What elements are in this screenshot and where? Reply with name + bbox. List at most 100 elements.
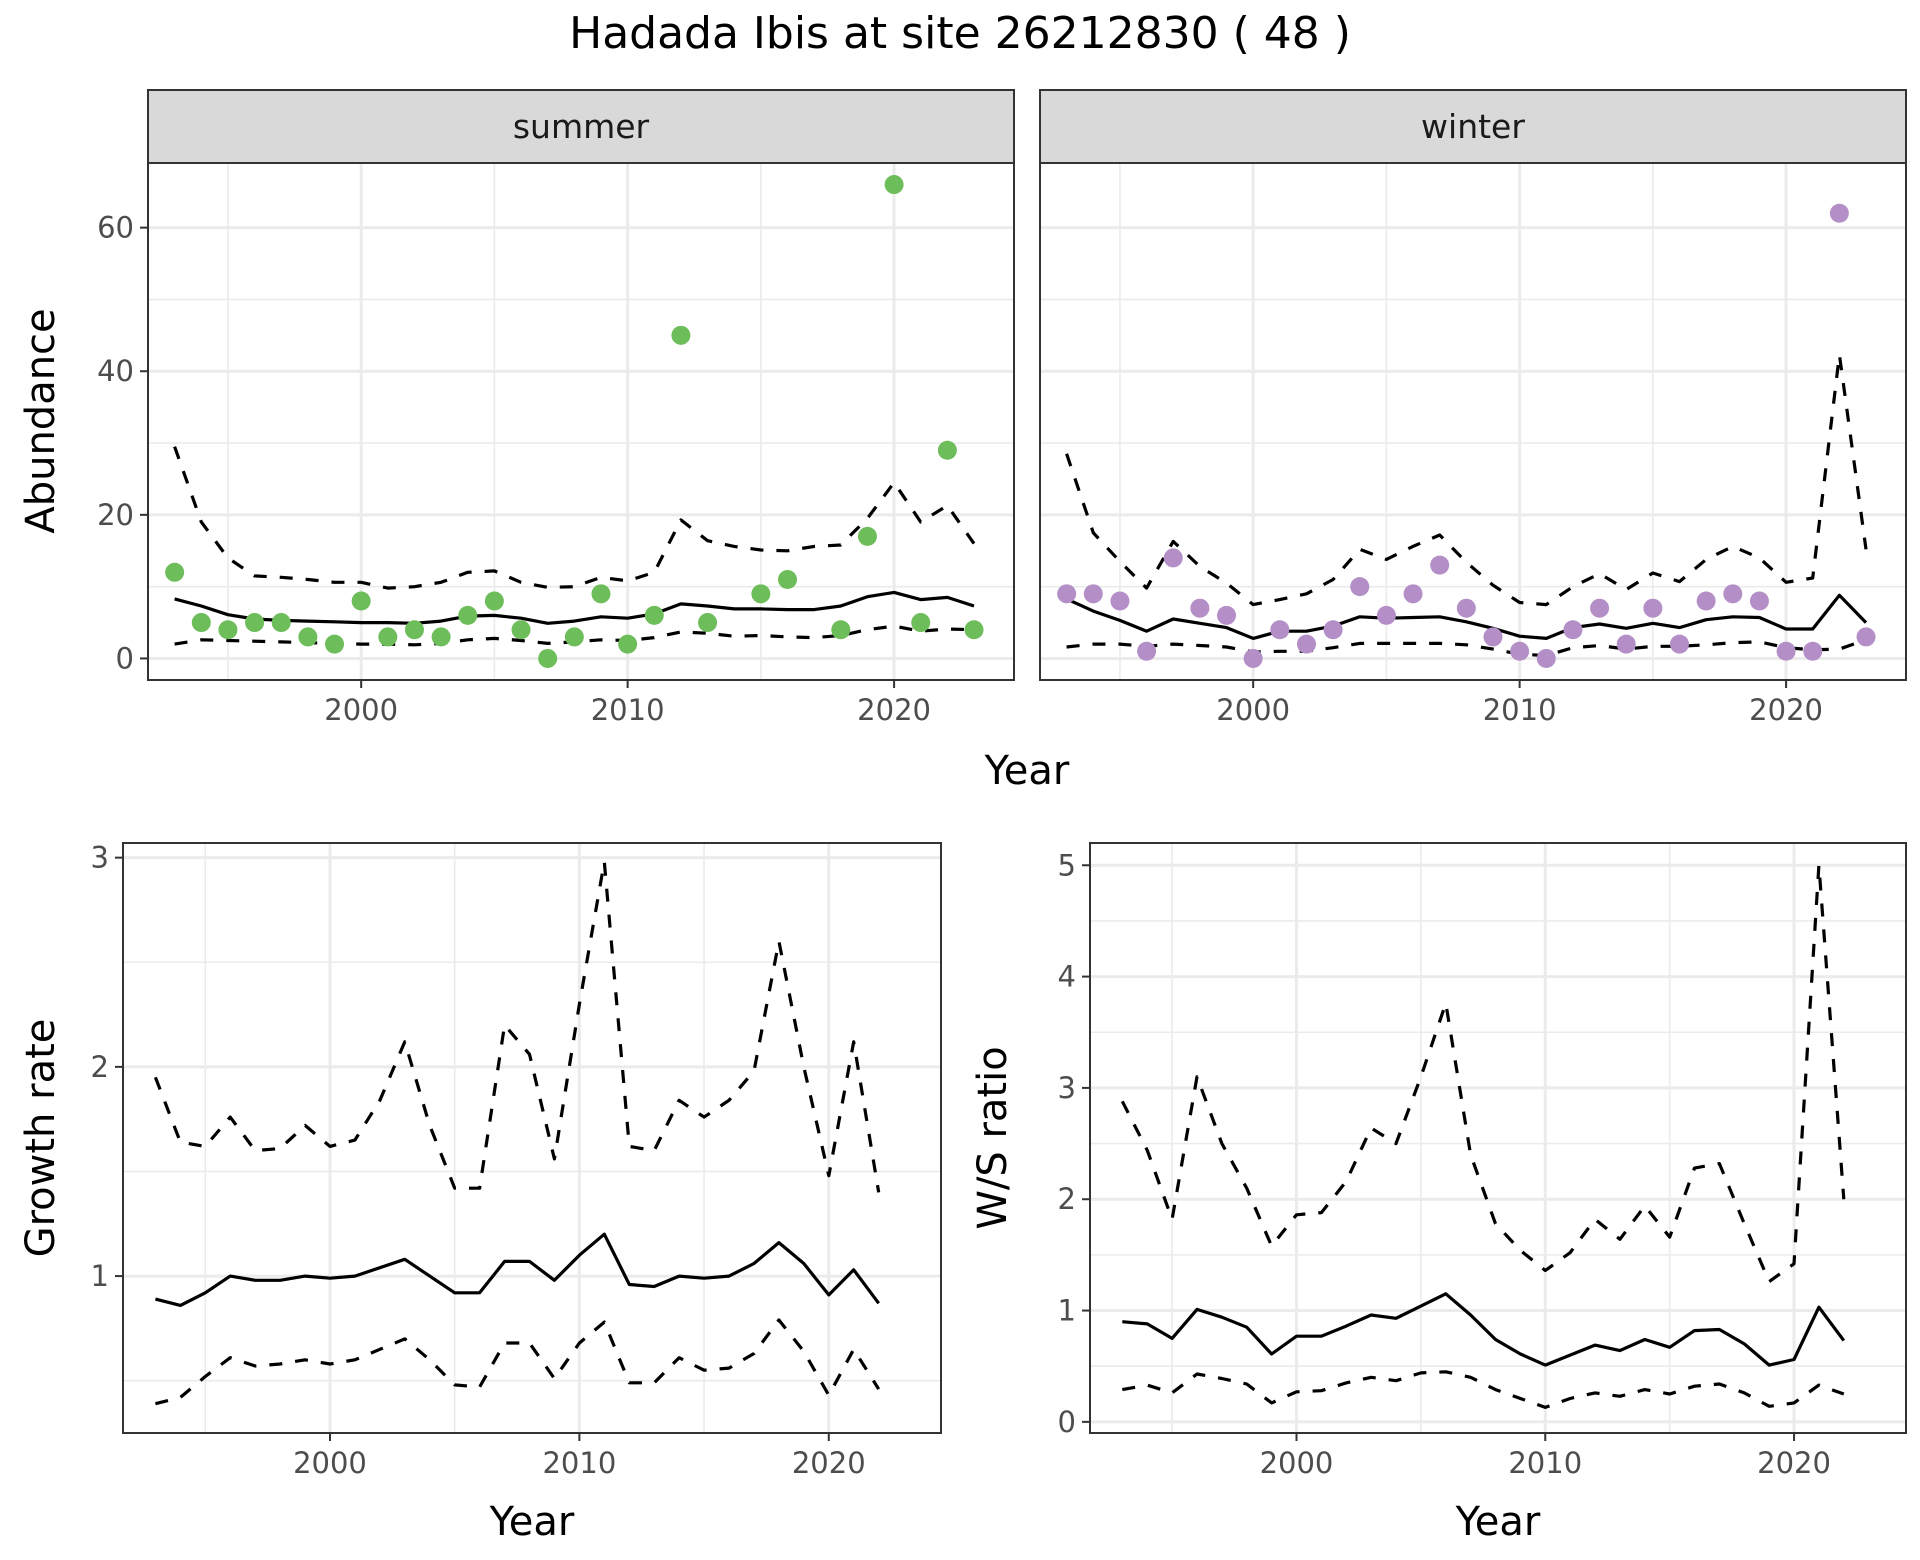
summer-data-point <box>271 613 291 633</box>
ws_ratio-x-tick-label: 2000 <box>1260 1446 1334 1480</box>
winter-data-point <box>1137 641 1157 661</box>
winter-data-point <box>1723 584 1743 604</box>
summer-data-point <box>431 627 451 647</box>
winter-data-point <box>1376 605 1396 625</box>
winter-data-point <box>1616 634 1636 654</box>
winter-panel-border <box>1039 162 1907 681</box>
summer-y-tick-label: 0 <box>116 641 134 675</box>
summer-data-point <box>298 627 318 647</box>
winter-data-point <box>1696 591 1716 611</box>
ws_ratio-y-tick-label: 5 <box>1058 848 1076 882</box>
summer-data-point <box>484 591 504 611</box>
winter-data-point <box>1270 620 1290 640</box>
winter-data-point <box>1456 598 1476 618</box>
ws_ratio-y-tick-label: 4 <box>1058 960 1076 994</box>
facet-winter: winter 2000 2010 2020 <box>1039 89 1907 727</box>
ws_ratio-y-axis-title: W/S ratio <box>970 1046 1016 1229</box>
summer-y-tick-label: 60 <box>97 211 134 245</box>
abundance-x-axis-title: Year <box>984 748 1070 794</box>
summer-data-point <box>351 591 371 611</box>
winter-x-tick-label: 2020 <box>1749 693 1823 727</box>
winter-data-point <box>1856 627 1876 647</box>
winter-data-point <box>1590 598 1610 618</box>
ws_ratio-x-axis-title: Year <box>1455 1499 1541 1545</box>
summer-data-point <box>325 634 345 654</box>
summer-data-point <box>884 175 904 195</box>
winter-data-point <box>1350 577 1370 597</box>
winter-data-point <box>1670 634 1690 654</box>
summer-data-point <box>564 627 584 647</box>
growth-panel-bg <box>123 843 941 1433</box>
summer-y-tick-label: 40 <box>97 354 134 388</box>
growth-x-tick-label: 2020 <box>792 1446 866 1480</box>
summer-data-point <box>618 634 638 654</box>
summer-data-point <box>458 605 478 625</box>
summer-y-tick-label: 20 <box>97 498 134 532</box>
ws_ratio-y-tick-label: 0 <box>1058 1405 1076 1439</box>
summer-data-point <box>644 605 664 625</box>
growth-y-axis-title: Growth rate <box>18 1019 64 1258</box>
summer-data-point <box>378 627 398 647</box>
winter-data-point <box>1563 620 1583 640</box>
ws-ratio-chart: 2000 2010 2020 0 1 2 3 4 5 Year W/S ratio <box>970 842 1907 1545</box>
summer-data-point <box>191 613 211 633</box>
summer-data-point <box>698 613 718 633</box>
summer-data-point <box>937 440 957 460</box>
growth-panel-border <box>122 842 942 1434</box>
winter-data-point <box>1057 584 1077 604</box>
winter-data-point <box>1749 591 1769 611</box>
ws_ratio-x-tick-label: 2020 <box>1757 1446 1831 1480</box>
winter-data-point <box>1110 591 1130 611</box>
winter-data-point <box>1430 555 1450 575</box>
summer-data-point <box>218 620 238 640</box>
winter-lower-ci-line <box>1066 638 1867 658</box>
summer-panel-bg <box>148 163 1014 680</box>
growth-lower-line <box>155 1318 881 1406</box>
facet-summer: summer 2000 2010 2020 0 20 40 60 <box>97 89 1015 727</box>
summer-x-tick-label: 2000 <box>324 693 398 727</box>
summer-data-point <box>964 620 984 640</box>
facet-strip-winter <box>1039 89 1907 164</box>
winter-x-tick-label: 2000 <box>1216 693 1290 727</box>
growth-x-axis-title: Year <box>489 1499 575 1545</box>
winter-data-point <box>1163 548 1183 568</box>
summer-data-point <box>511 620 531 640</box>
winter-data-point <box>1083 584 1103 604</box>
winter-fitted-line <box>1065 593 1868 641</box>
growth-rate-chart: 2000 2010 2020 1 2 3 Year Growth rate <box>18 841 942 1545</box>
abundance-chart: summer 2000 2010 2020 0 20 40 60 winter 2000 2010 2… <box>18 89 1907 794</box>
winter-data-point <box>1243 648 1263 668</box>
winter-data-point <box>1296 634 1316 654</box>
summer-data-point <box>591 584 611 604</box>
growth-y-tick-label: 2 <box>91 1050 109 1084</box>
summer-x-tick-label: 2010 <box>591 693 665 727</box>
summer-data-point <box>404 620 424 640</box>
summer-data-point <box>245 613 265 633</box>
winter-data-point <box>1510 641 1530 661</box>
summer-data-point <box>911 613 931 633</box>
summer-upper-ci-line <box>173 446 976 590</box>
winter-data-point <box>1403 584 1423 604</box>
facet-strip-label-winter: winter <box>1421 107 1525 146</box>
ws_ratio-x-tick-label: 2010 <box>1508 1446 1582 1480</box>
ws_ratio-upper-line <box>1120 863 1846 1284</box>
summer-data-point <box>751 584 771 604</box>
winter-data-point <box>1190 598 1210 618</box>
summer-data-point <box>857 526 877 546</box>
summer-x-tick-label: 2020 <box>857 693 931 727</box>
winter-data-point <box>1776 641 1796 661</box>
ws_ratio-y-tick-label: 2 <box>1058 1182 1076 1216</box>
ws_ratio-y-tick-label: 3 <box>1058 1071 1076 1105</box>
growth-x-tick-label: 2010 <box>542 1446 616 1480</box>
facet-strip-label-summer: summer <box>513 107 650 146</box>
summer-data-point <box>778 569 798 589</box>
summer-fitted-line <box>174 590 975 625</box>
ws_ratio-estimate-line <box>1122 1292 1846 1367</box>
figure-title: Hadada Ibis at site 26212830 ( 48 ) <box>569 8 1351 59</box>
summer-panel-border <box>147 162 1015 681</box>
summer-data-point <box>538 648 558 668</box>
winter-data-point <box>1323 620 1343 640</box>
ws_ratio-lower-line <box>1122 1370 1845 1410</box>
growth-y-tick-label: 3 <box>91 841 109 875</box>
